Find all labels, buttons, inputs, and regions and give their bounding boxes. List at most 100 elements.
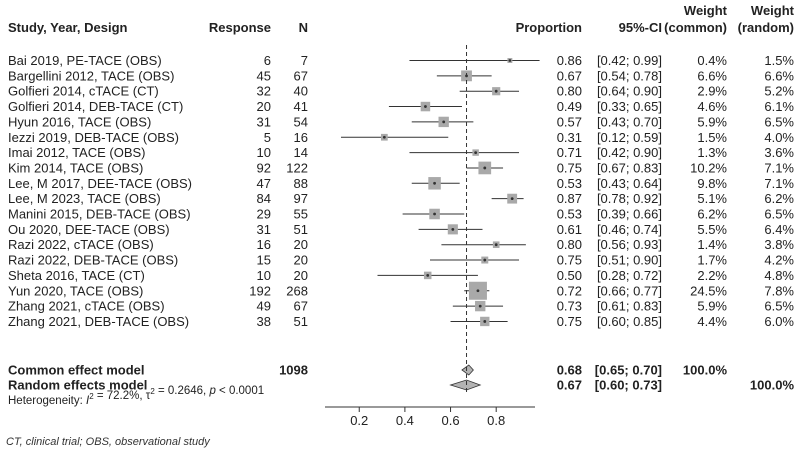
study-label: Kim 2014, TACE (OBS)	[8, 160, 143, 175]
study-label: Bai 2019, PE-TACE (OBS)	[8, 53, 162, 68]
header-weight-common-1: Weight	[684, 3, 728, 18]
study-response: 20	[257, 99, 271, 114]
study-response: 5	[264, 130, 271, 145]
study-label: Sheta 2016, TACE (CT)	[8, 268, 145, 283]
study-response: 29	[257, 207, 271, 222]
p-value: < 0.0001	[216, 385, 264, 397]
study-weight-common: 5.9%	[697, 114, 727, 129]
study-ci: [0.64; 0.90]	[597, 84, 662, 99]
study-n: 67	[294, 299, 308, 314]
study-weight-common: 0.4%	[697, 53, 727, 68]
forest-plot: Study, Year, Design Response N Proportion 95…	[8, 3, 795, 428]
study-weight-random: 4.0%	[764, 130, 794, 145]
study-ci: [0.28; 0.72]	[597, 268, 662, 283]
study-n: 7	[301, 53, 308, 68]
study-weight-random: 5.2%	[764, 84, 794, 99]
study-response: 31	[257, 222, 271, 237]
study-proportion: 0.31	[557, 130, 582, 145]
point-estimate	[382, 135, 386, 139]
superscript-2: 2	[89, 392, 94, 401]
study-proportion: 0.75	[557, 314, 582, 329]
study-response: 31	[257, 114, 271, 129]
point-estimate	[483, 258, 487, 262]
tau-value: = 0.2646,	[155, 385, 210, 397]
common-effect-n: 1098	[279, 363, 308, 378]
random-effects-proportion: 0.67	[557, 378, 582, 393]
study-proportion: 0.80	[557, 84, 582, 99]
study-ci: [0.56; 0.93]	[597, 237, 662, 252]
study-response: 10	[257, 268, 271, 283]
study-proportion: 0.71	[557, 145, 582, 160]
study-weight-random: 1.5%	[764, 53, 794, 68]
study-weight-random: 4.8%	[764, 268, 794, 283]
study-n: 14	[294, 145, 308, 160]
footnote-caption: CT, clinical trial; OBS, observational s…	[6, 436, 210, 448]
header-n: N	[299, 20, 308, 35]
p-symbol: p	[208, 385, 216, 397]
study-label: Yun 2020, TACE (OBS)	[8, 283, 143, 298]
study-label: Razi 2022, cTACE (OBS)	[8, 237, 154, 252]
study-response: 16	[257, 237, 271, 252]
study-response: 84	[257, 191, 271, 206]
study-ci: [0.67; 0.83]	[597, 160, 662, 175]
study-proportion: 0.72	[557, 283, 582, 298]
study-proportion: 0.49	[557, 99, 582, 114]
i2-symbol: I	[86, 395, 90, 407]
study-n: 268	[286, 283, 308, 298]
point-estimate	[433, 212, 436, 216]
study-weight-random: 7.1%	[764, 160, 794, 175]
study-weight-common: 10.2%	[690, 160, 727, 175]
header-proportion: Proportion	[516, 20, 582, 35]
study-proportion: 0.53	[557, 207, 582, 222]
point-estimate	[508, 59, 512, 62]
point-estimate	[483, 320, 487, 323]
study-ci: [0.46; 0.74]	[597, 222, 662, 237]
study-weight-random: 6.1%	[764, 99, 794, 114]
study-proportion: 0.67	[557, 68, 582, 83]
study-label: Golfieri 2014, cTACE (CT)	[8, 84, 159, 99]
heterogeneity-prefix: Heterogeneity:	[8, 395, 86, 407]
point-estimate	[451, 227, 455, 231]
study-label: Golfieri 2014, DEB-TACE (CT)	[8, 99, 183, 114]
study-weight-common: 1.7%	[697, 253, 727, 268]
study-n: 20	[294, 253, 308, 268]
header-study: Study, Year, Design	[8, 20, 128, 35]
study-n: 122	[286, 160, 308, 175]
study-ci: [0.33; 0.65]	[597, 99, 662, 114]
study-label: Lee, M 2023, TACE (OBS)	[8, 191, 161, 206]
study-weight-common: 5.1%	[697, 191, 727, 206]
random-effects-label: Random effects model	[8, 378, 147, 393]
study-proportion: 0.75	[557, 253, 582, 268]
study-weight-common: 5.5%	[697, 222, 727, 237]
study-weight-random: 6.5%	[764, 299, 794, 314]
study-response: 92	[257, 160, 271, 175]
study-weight-common: 4.6%	[697, 99, 727, 114]
study-weight-random: 4.2%	[764, 253, 794, 268]
study-weight-random: 6.5%	[764, 207, 794, 222]
point-estimate	[478, 304, 482, 308]
study-ci: [0.54; 0.78]	[597, 68, 662, 83]
common-effect-weight: 100.0%	[683, 363, 728, 378]
x-axis-tick-label: 0.4	[396, 413, 414, 428]
header-weight-random-2: (random)	[738, 20, 794, 35]
study-ci: [0.39; 0.66]	[597, 207, 662, 222]
point-estimate	[424, 105, 427, 108]
study-label: Zhang 2021, DEB-TACE (OBS)	[8, 314, 189, 329]
study-proportion: 0.57	[557, 114, 582, 129]
study-proportion: 0.61	[557, 222, 582, 237]
study-n: 20	[294, 268, 308, 283]
point-estimate	[426, 274, 430, 277]
heterogeneity-text: Heterogeneity: I2 = 72.2%, τ2 = 0.2646, …	[8, 385, 264, 407]
common-effect-diamond	[461, 364, 474, 376]
study-proportion: 0.86	[557, 53, 582, 68]
study-response: 6	[264, 53, 271, 68]
study-n: 51	[294, 222, 308, 237]
study-label: Iezzi 2019, DEB-TACE (OBS)	[8, 130, 179, 145]
superscript-2: 2	[150, 387, 155, 396]
study-proportion: 0.80	[557, 237, 582, 252]
study-label: Manini 2015, DEB-TACE (OBS)	[8, 207, 191, 222]
study-response: 38	[257, 314, 271, 329]
common-effect-proportion: 0.68	[557, 363, 582, 378]
study-n: 41	[294, 99, 308, 114]
study-weight-random: 6.2%	[764, 191, 794, 206]
